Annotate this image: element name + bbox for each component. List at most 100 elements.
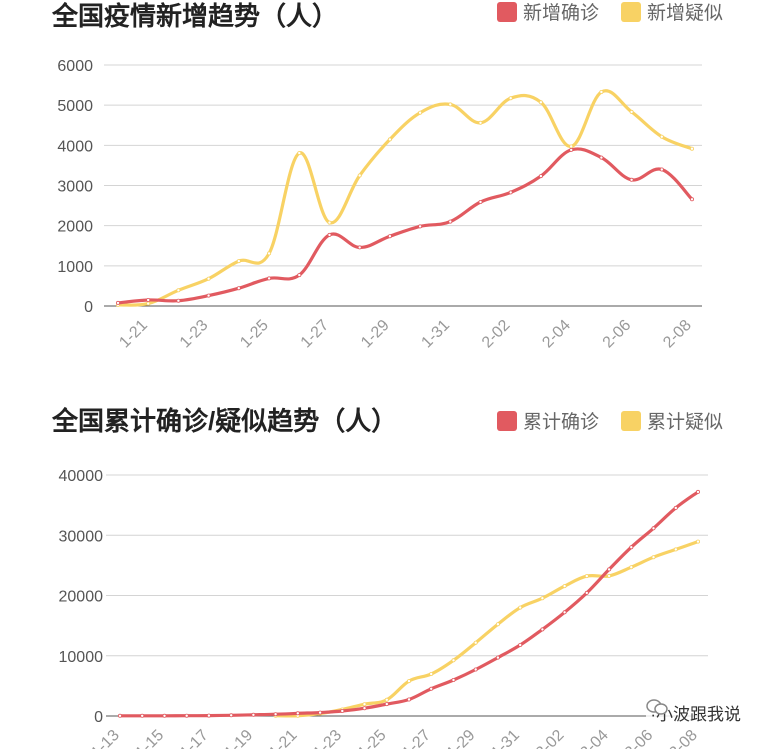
- total-point-suspected: [629, 565, 634, 570]
- total-point-confirmed: [162, 713, 167, 718]
- new-y-tick-label: 5000: [57, 98, 93, 115]
- total-point-suspected: [607, 573, 612, 578]
- total-point-confirmed: [451, 677, 456, 682]
- new-y-tick-label: 3000: [57, 179, 93, 196]
- total-x-tick-label: 1-21: [266, 727, 301, 749]
- total-point-suspected: [518, 605, 523, 610]
- new-point-confirmed: [357, 245, 362, 250]
- total-point-confirmed: [406, 697, 411, 702]
- new-point-confirmed: [236, 286, 241, 291]
- legend-swatch-total-confirmed: [496, 410, 517, 431]
- new-point-confirmed: [659, 167, 664, 172]
- total-x-tick-label: 1-23: [310, 727, 345, 749]
- total-point-confirmed: [607, 567, 612, 572]
- new-x-tick-label: 1-25: [237, 317, 272, 352]
- new-point-suspected: [327, 220, 332, 225]
- new-point-suspected: [236, 259, 241, 264]
- new-y-tick-label: 2000: [57, 219, 93, 236]
- wechat-icon: [646, 699, 669, 715]
- new-point-confirmed: [599, 155, 604, 160]
- total-point-suspected: [362, 702, 367, 707]
- new-y-tick-label: 0: [84, 299, 93, 316]
- total-x-tick-label: 1-13: [88, 727, 123, 749]
- legend-swatch-new-suspected: [620, 1, 641, 22]
- total-point-confirmed: [562, 610, 567, 615]
- total-point-suspected: [673, 547, 678, 552]
- new-point-suspected: [267, 251, 272, 256]
- total-y-tick-label: 10000: [59, 649, 104, 666]
- total-point-confirmed: [318, 710, 323, 715]
- total-point-confirmed: [362, 706, 367, 711]
- total-x-tick-label: 2-02: [533, 727, 568, 749]
- total-point-suspected: [651, 555, 656, 560]
- total-point-confirmed: [184, 713, 189, 718]
- total-y-tick-label: 0: [94, 709, 103, 726]
- new-point-confirmed: [267, 276, 272, 281]
- new-point-confirmed: [116, 300, 121, 305]
- legend-item-new-suspected[interactable]: 新增疑似: [620, 0, 723, 25]
- total-x-tick-label: 1-27: [399, 727, 434, 749]
- new-point-suspected: [508, 96, 513, 101]
- new-point-confirmed: [538, 174, 543, 179]
- total-point-confirmed: [696, 489, 701, 494]
- total-point-confirmed: [540, 627, 545, 632]
- daily-new-chart: 0 1000 2000 3000 4000 5000 6000 1-21 1-23 1-25 1-2…: [52, 0, 723, 352]
- daily-new-chart-legend: 新增确诊 新增疑似: [496, 0, 723, 25]
- new-line-confirmed: [116, 147, 694, 305]
- new-point-suspected: [146, 301, 151, 306]
- total-point-suspected: [584, 574, 589, 579]
- total-x-tick-label: 1-19: [222, 727, 257, 749]
- cumulative-chart-legend: 累计确诊 累计疑似: [496, 407, 723, 434]
- total-y-tick-label: 20000: [59, 589, 104, 606]
- total-point-confirmed: [118, 713, 123, 718]
- total-point-confirmed: [229, 713, 234, 718]
- new-point-confirmed: [448, 219, 453, 224]
- cumulative-chart: 0 10000 20000 30000 40000 1-13 1-15 1-17 1-19 1-2…: [0, 395, 771, 749]
- legend-item-total-confirmed[interactable]: 累计确诊: [496, 407, 599, 434]
- new-y-tick-label: 6000: [57, 58, 93, 75]
- new-point-confirmed: [327, 232, 332, 237]
- new-x-tick-label: 1-27: [298, 317, 333, 352]
- total-x-tick-label: 2-08: [666, 727, 701, 749]
- new-point-confirmed: [478, 199, 483, 204]
- new-point-suspected: [297, 151, 302, 156]
- watermark: ·小波跟我说: [646, 698, 745, 727]
- total-point-confirmed: [251, 712, 256, 717]
- total-x-tick-label: 1-17: [177, 727, 212, 749]
- legend-item-total-suspected[interactable]: 累计疑似: [620, 407, 723, 434]
- new-point-confirmed: [176, 298, 181, 303]
- legend-swatch-new-confirmed: [496, 1, 517, 22]
- new-point-confirmed: [418, 224, 423, 229]
- total-point-suspected: [473, 640, 478, 645]
- total-point-confirmed: [673, 505, 678, 510]
- total-point-confirmed: [206, 713, 211, 718]
- new-point-confirmed: [297, 273, 302, 278]
- total-point-suspected: [406, 679, 411, 684]
- legend-label-new-suspected: 新增疑似: [646, 3, 723, 24]
- new-point-confirmed: [629, 177, 634, 182]
- new-y-tick-label: 4000: [57, 138, 93, 155]
- cumulative-chart-title: 全国累计确诊/疑似趋势（人）: [52, 406, 398, 436]
- total-point-suspected: [384, 697, 389, 702]
- total-point-suspected: [495, 622, 500, 627]
- total-x-tick-label: 1-31: [488, 727, 523, 749]
- total-point-confirmed: [518, 642, 523, 647]
- new-point-suspected: [448, 102, 453, 107]
- total-point-confirmed: [584, 590, 589, 595]
- new-x-tick-label: 1-21: [116, 317, 151, 352]
- new-point-suspected: [357, 173, 362, 178]
- new-line-suspected: [116, 89, 694, 307]
- legend-label-new-confirmed: 新增确诊: [522, 3, 599, 24]
- total-x-tick-label: 1-15: [133, 727, 168, 749]
- new-x-tick-label: 1-29: [358, 317, 393, 352]
- new-point-suspected: [629, 109, 634, 114]
- total-point-confirmed: [495, 655, 500, 660]
- legend-item-new-confirmed[interactable]: 新增确诊: [496, 0, 599, 25]
- new-point-suspected: [176, 288, 181, 293]
- new-point-suspected: [538, 100, 543, 105]
- total-point-suspected: [540, 596, 545, 601]
- total-point-confirmed: [384, 702, 389, 707]
- total-y-tick-label: 40000: [59, 468, 104, 485]
- daily-new-chart-title: 全国疫情新增趋势（人）: [52, 1, 339, 31]
- new-point-confirmed: [206, 293, 211, 298]
